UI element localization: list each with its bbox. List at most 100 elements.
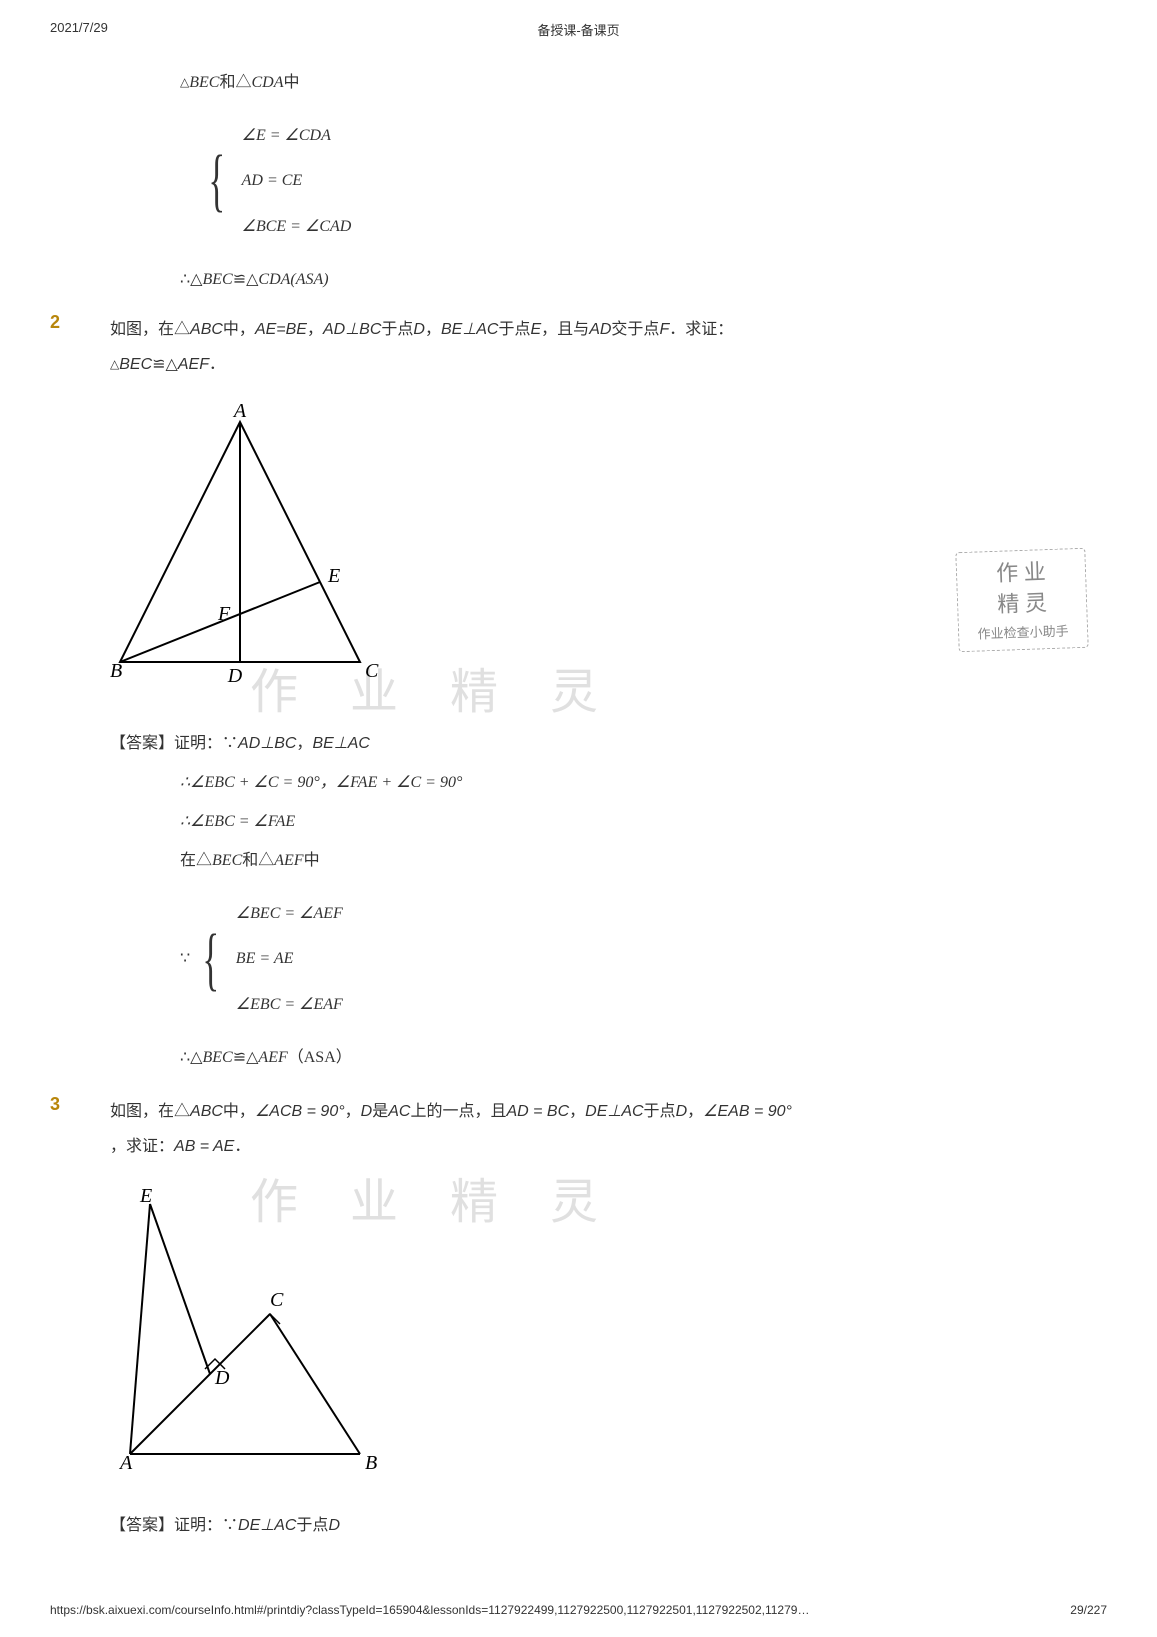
label-E: E xyxy=(139,1185,152,1207)
pt: F xyxy=(659,321,669,338)
text: 中 xyxy=(304,852,320,869)
expr: ∠ACB = 90° xyxy=(255,1103,345,1120)
text: 中， xyxy=(223,321,255,338)
expr: DE⊥AC xyxy=(238,1517,296,1534)
page-header: 2021/7/29 备授课-备课页 xyxy=(50,20,1107,35)
in-triangles: 在△BEC和△AEF中 xyxy=(180,843,1107,878)
text: (ASA) xyxy=(290,271,328,288)
brace-group-1: { ∠E = ∠CDA AD = CE ∠BCE = ∠CAD xyxy=(200,108,1057,254)
expr: ∠EAB = 90° xyxy=(703,1103,792,1120)
text: 于点 xyxy=(644,1103,676,1120)
problem-number: 2 xyxy=(50,312,110,333)
text: ， xyxy=(425,321,441,338)
tri-name: AEF xyxy=(258,1049,287,1066)
expr: AE=BE xyxy=(255,321,307,338)
rhs: ∠CAD xyxy=(305,218,351,235)
text: 中， xyxy=(223,1103,255,1120)
diagram-triangle-3: A B C D E xyxy=(110,1184,1107,1487)
problem-number: 3 xyxy=(50,1094,110,1115)
triangle-svg-3: A B C D E xyxy=(110,1184,390,1474)
footer-page: 29/227 xyxy=(1070,1603,1107,1617)
problem-2: 2 如图，在△ABC中，AE=BE，AD⊥BC于点D，BE⊥AC于点E，且与AD… xyxy=(50,312,1107,1079)
tri-name: BEC xyxy=(202,1049,232,1066)
eq: ∠BCE = ∠CAD xyxy=(242,209,352,244)
tri-name: AEF xyxy=(178,356,209,373)
label-E: E xyxy=(327,565,340,587)
tri-name: ABC xyxy=(190,1103,223,1120)
pt: D xyxy=(676,1103,688,1120)
expr: AB = AE xyxy=(174,1138,234,1155)
text: 在△ xyxy=(180,852,212,869)
text: 证明：∵ xyxy=(174,1517,238,1534)
label-D: D xyxy=(214,1367,230,1389)
eq-line: ∴∠EBC + ∠C = 90°，∠FAE + ∠C = 90° xyxy=(180,765,1107,800)
text: 是 xyxy=(372,1103,388,1120)
answer-label: 【答案】 xyxy=(110,735,174,752)
page-footer: https://bsk.aixuexi.com/courseInfo.html#… xyxy=(50,1603,1107,1617)
text: 于点 xyxy=(381,321,413,338)
tri-name: BEC xyxy=(119,356,152,373)
brace-icon: { xyxy=(208,149,225,212)
tri-name: BEC xyxy=(212,852,242,869)
text: （ASA） xyxy=(288,1049,352,1066)
s1-line1: △BEC和△CDA中 xyxy=(180,65,1057,100)
label-A: A xyxy=(118,1452,133,1474)
lhs: AD xyxy=(242,172,263,189)
rhs: CE xyxy=(282,172,302,189)
stamp-line: 作业检查小助手 xyxy=(977,622,1069,643)
eq: ∠BEC = ∠AEF xyxy=(236,896,343,931)
text: ， xyxy=(569,1103,585,1120)
problem-3: 3 如图，在△ABC中，∠ACB = 90°，D是AC上的一点，且AD = BC… xyxy=(50,1094,1107,1543)
tri-name: ABC xyxy=(190,321,223,338)
header-title: 备授课-备课页 xyxy=(537,20,619,39)
text: 上的一点，且 xyxy=(410,1103,506,1120)
text: 于点 xyxy=(296,1517,328,1534)
brace-icon: { xyxy=(203,928,220,991)
header-date: 2021/7/29 xyxy=(50,20,108,35)
eq-line: ∴∠EBC = ∠FAE xyxy=(180,804,1107,839)
expr: BE⊥AC xyxy=(312,735,370,752)
brace-lines: ∠BEC = ∠AEF BE = AE ∠EBC = ∠EAF xyxy=(236,886,343,1032)
text: ， xyxy=(687,1103,703,1120)
section1: △BEC和△CDA中 { ∠E = ∠CDA AD = CE ∠BCE = ∠C… xyxy=(180,65,1057,297)
tri-name: BEC xyxy=(189,74,219,91)
text: ≌△ xyxy=(233,271,259,288)
pt: D xyxy=(328,1517,340,1534)
tri-symbol: △ xyxy=(180,75,189,89)
text: ，求证： xyxy=(110,1138,174,1155)
text: 如图，在△ xyxy=(110,321,190,338)
pt: E xyxy=(531,321,542,338)
text: ， xyxy=(296,735,312,752)
text: ， xyxy=(345,1103,361,1120)
expr: AD⊥BC xyxy=(238,735,296,752)
text: 如图，在△ xyxy=(110,1103,190,1120)
text: 和△ xyxy=(219,74,251,91)
brace-lines: ∠E = ∠CDA AD = CE ∠BCE = ∠CAD xyxy=(242,108,352,254)
eq: BE = AE xyxy=(236,941,343,976)
rhs: ∠CDA xyxy=(285,127,331,144)
text: ∴△ xyxy=(180,271,202,288)
s1-conclusion: ∴△BEC≌△CDA(ASA) xyxy=(180,262,1057,297)
text: ≌△ xyxy=(233,1049,259,1066)
triangle-svg: A B C D E F xyxy=(110,402,390,692)
label-A: A xyxy=(232,402,247,422)
text: 和△ xyxy=(242,852,274,869)
text: ≌△ xyxy=(152,356,178,373)
text: ． xyxy=(234,1138,250,1155)
expr: AD = BC xyxy=(506,1103,569,1120)
line: AC xyxy=(388,1103,410,1120)
label-B: B xyxy=(365,1452,377,1474)
answer-2: 【答案】证明：∵AD⊥BC，BE⊥AC ∴∠EBC + ∠C = 90°，∠FA… xyxy=(110,726,1107,1076)
lhs: ∠E xyxy=(242,127,266,144)
eq: ∠EBC = ∠EAF xyxy=(236,987,343,1022)
conclusion: ∴△BEC≌△AEF（ASA） xyxy=(180,1040,1107,1075)
text: ， xyxy=(307,321,323,338)
tri-name: BEC xyxy=(202,271,232,288)
eq: AD = CE xyxy=(242,163,352,198)
text: ．求证： xyxy=(669,321,733,338)
tri-name: CDA xyxy=(251,74,283,91)
footer-url: https://bsk.aixuexi.com/courseInfo.html#… xyxy=(50,1603,809,1617)
label-B: B xyxy=(110,660,122,682)
tri-name: CDA xyxy=(258,271,290,288)
text: ，且与 xyxy=(541,321,589,338)
